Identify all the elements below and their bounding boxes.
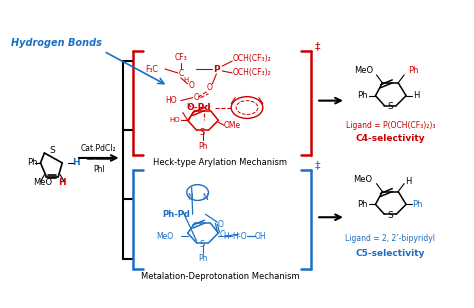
Text: ‡: ‡	[314, 160, 320, 170]
Text: Heck-type Arylation Mechanism: Heck-type Arylation Mechanism	[153, 158, 287, 167]
Text: Ph: Ph	[357, 200, 368, 209]
Text: C5-selectivity: C5-selectivity	[356, 249, 425, 258]
Text: MeO: MeO	[354, 175, 373, 184]
Text: N: N	[187, 193, 192, 202]
Text: OCH(CF₃)₂: OCH(CF₃)₂	[233, 68, 271, 78]
Text: Hydrogen Bonds: Hydrogen Bonds	[11, 38, 102, 48]
Text: CF₃: CF₃	[174, 53, 187, 62]
Text: H: H	[223, 232, 229, 241]
Text: H: H	[58, 178, 66, 187]
Text: Ph: Ph	[198, 142, 207, 151]
Text: Ligand = 2, 2’-bipyridyl: Ligand = 2, 2’-bipyridyl	[345, 234, 435, 244]
Text: Ph-Pd: Ph-Pd	[162, 210, 190, 219]
Text: O: O	[218, 220, 223, 229]
Text: S: S	[200, 241, 205, 249]
Text: Ph: Ph	[412, 200, 422, 209]
Text: MeO: MeO	[355, 67, 374, 75]
Text: MeO: MeO	[33, 178, 52, 187]
Text: PhI: PhI	[93, 165, 105, 174]
Text: Ph: Ph	[357, 91, 368, 100]
Text: ‡: ‡	[314, 41, 320, 51]
Text: O: O	[189, 81, 195, 90]
Text: F₃C: F₃C	[145, 64, 157, 74]
Text: H: H	[405, 177, 411, 186]
Text: C: C	[178, 70, 183, 79]
Text: HO: HO	[170, 117, 180, 124]
Text: H: H	[183, 77, 188, 83]
Text: C4-selectivity: C4-selectivity	[356, 134, 425, 143]
Text: Ph: Ph	[198, 254, 207, 263]
Text: S: S	[387, 211, 393, 220]
Text: H-O: H-O	[232, 232, 246, 241]
Text: S: S	[200, 128, 205, 137]
Text: OCH(CF₃)₂: OCH(CF₃)₂	[233, 54, 271, 63]
Text: Ph: Ph	[27, 158, 38, 167]
Text: Ligand = P(OCH(CF₃)₂)₃: Ligand = P(OCH(CF₃)₂)₃	[346, 121, 435, 130]
Text: H: H	[72, 158, 80, 167]
Text: MeO: MeO	[156, 232, 173, 241]
Text: Metalation-Deprotonation Mechanism: Metalation-Deprotonation Mechanism	[141, 272, 300, 281]
Text: O: O	[207, 83, 212, 92]
Text: C: C	[219, 229, 225, 238]
Text: S: S	[387, 102, 393, 111]
Text: O-Pd: O-Pd	[186, 103, 211, 112]
Text: O: O	[194, 93, 200, 102]
Text: N: N	[202, 193, 209, 202]
Text: ──────: ──────	[86, 157, 111, 163]
Text: S: S	[49, 146, 55, 155]
Text: OH: OH	[255, 232, 267, 241]
Text: H: H	[413, 91, 419, 100]
Text: P: P	[213, 64, 219, 74]
Text: Cat.PdCl₂: Cat.PdCl₂	[81, 144, 117, 152]
Text: HO: HO	[165, 96, 177, 105]
Text: OMe: OMe	[224, 121, 241, 130]
Text: Ph: Ph	[408, 67, 419, 75]
